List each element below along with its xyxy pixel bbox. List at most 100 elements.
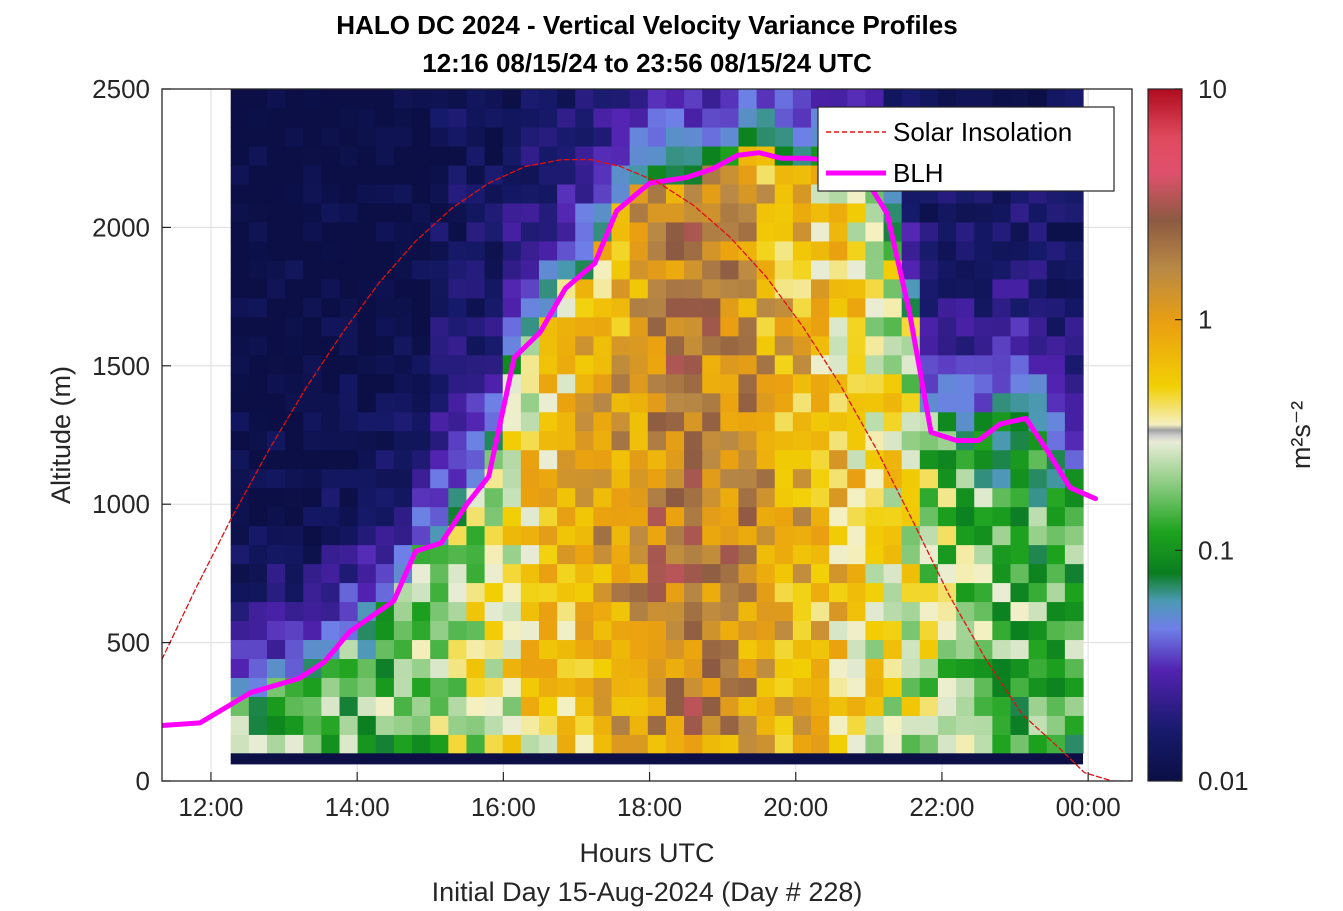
heatmap-cell [321, 89, 341, 109]
heatmap-cell [811, 715, 830, 735]
heatmap-cell [575, 620, 594, 641]
heatmap-cell [611, 373, 631, 394]
heatmap-cell [575, 677, 594, 697]
heatmap-cell [611, 468, 631, 489]
heatmap-cell [266, 335, 286, 356]
heatmap-cell [230, 525, 250, 546]
heatmap-cell [448, 126, 468, 147]
heatmap-cell [1028, 259, 1048, 280]
heatmap-cell [974, 297, 993, 318]
heatmap-cell [992, 354, 1012, 375]
heatmap-cell [847, 639, 867, 660]
heatmap-cell [248, 335, 268, 356]
heatmap-cell [702, 316, 721, 337]
heatmap-cell [393, 126, 413, 147]
heatmap-cell [1028, 373, 1048, 394]
heatmap-cell [774, 411, 794, 432]
heatmap-cell [937, 734, 957, 754]
heatmap-cell [285, 506, 304, 527]
heatmap-cell [774, 373, 794, 394]
heatmap-cell [702, 411, 721, 432]
heatmap-cell [792, 620, 812, 641]
heatmap-cell [629, 354, 649, 375]
heatmap-cell [956, 639, 975, 660]
heatmap-cell [1028, 715, 1048, 735]
heatmap-cell [339, 468, 359, 489]
heatmap-cell [829, 506, 848, 527]
heatmap-cell [992, 335, 1012, 356]
heatmap-cell [593, 183, 613, 204]
heatmap-cell [992, 506, 1012, 527]
heatmap-cell [593, 544, 613, 565]
heatmap-cell [502, 183, 522, 204]
heatmap-cell [774, 430, 794, 451]
heatmap-cell [575, 563, 594, 584]
heatmap-cell [1028, 506, 1048, 527]
heatmap-cell [792, 297, 812, 318]
heatmap-cell [992, 221, 1012, 242]
heatmap-cell [1028, 354, 1048, 375]
heatmap-cell [992, 582, 1012, 603]
heatmap-cell [339, 506, 359, 527]
heatmap-cell [647, 259, 667, 280]
heatmap-cell [339, 126, 359, 147]
heatmap-cell [285, 89, 304, 109]
heatmap-cell [430, 715, 449, 735]
heatmap-cell [738, 487, 758, 508]
heatmap-cell [883, 734, 903, 754]
heatmap-cell [593, 620, 613, 641]
heatmap-cell [974, 506, 993, 527]
heatmap-cell [339, 335, 359, 356]
heatmap-cell [357, 145, 377, 166]
heatmap-cell [611, 183, 631, 204]
heatmap-cell [339, 202, 359, 223]
heatmap-cell [847, 601, 867, 622]
heatmap-cell [248, 506, 268, 527]
heatmap-cell [430, 696, 449, 716]
heatmap-cell [956, 392, 975, 413]
heatmap-cell [792, 164, 812, 185]
heatmap-cell [865, 525, 885, 546]
heatmap-cell [538, 164, 558, 185]
heatmap-cell [792, 601, 812, 622]
heatmap-cell [575, 278, 594, 299]
heatmap-cell [303, 373, 322, 394]
heatmap-cell [339, 696, 359, 716]
heatmap-cell [774, 582, 794, 603]
heatmap-cell [647, 715, 667, 735]
heatmap-cell [829, 487, 848, 508]
heatmap-cell [883, 392, 903, 413]
heatmap-cell [1064, 335, 1084, 356]
heatmap-cell [266, 392, 286, 413]
heatmap-cell [484, 354, 504, 375]
heatmap-cell [502, 525, 522, 546]
heatmap-cell [266, 89, 286, 109]
heatmap-cell [230, 563, 250, 584]
heatmap-cell [956, 658, 975, 678]
heatmap-cell [285, 297, 304, 318]
heatmap-cell [1028, 240, 1048, 261]
heatmap-cell [1010, 240, 1030, 261]
heatmap-cell [829, 89, 848, 109]
heatmap-cell [375, 164, 395, 185]
heatmap-cell [538, 89, 558, 109]
heatmap-cell [847, 696, 867, 716]
heatmap-cell [520, 525, 540, 546]
heatmap-cell [865, 468, 885, 489]
heatmap-cell [466, 392, 486, 413]
heatmap-cell [357, 392, 377, 413]
heatmap-cell [1028, 544, 1048, 565]
heatmap-cell [412, 164, 431, 185]
heatmap-cell [702, 183, 721, 204]
heatmap-cell [756, 89, 776, 109]
heatmap-cell [974, 715, 993, 735]
heatmap-cell [520, 240, 540, 261]
heatmap-cell [230, 411, 250, 432]
heatmap-cell [665, 620, 685, 641]
heatmap-cell [684, 259, 703, 280]
heatmap-cell [393, 202, 413, 223]
heatmap-cell [484, 563, 504, 584]
heatmap-cell [974, 487, 993, 508]
heatmap-cell [393, 696, 413, 716]
heatmap-cell [1064, 734, 1084, 754]
